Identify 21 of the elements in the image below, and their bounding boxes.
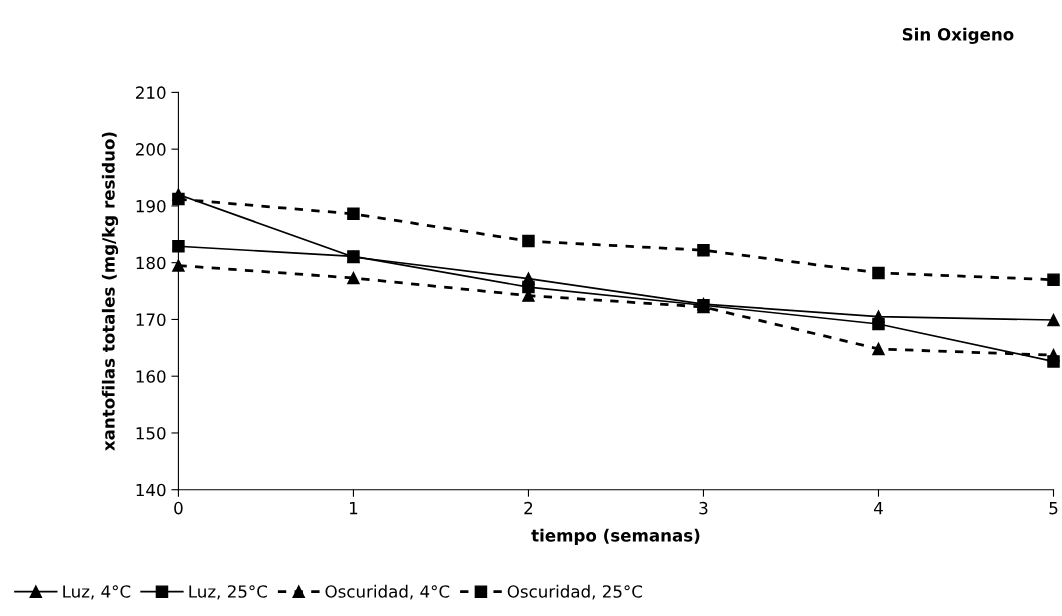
- y-tick-label: 140: [136, 483, 166, 497]
- x-tick-label: 4: [874, 502, 883, 515]
- x-tick-label: 0: [174, 501, 183, 515]
- y-tick-label: 150: [136, 426, 166, 440]
- x-tick-label: 3: [699, 501, 708, 515]
- x-axis-title: tiempo (semanas): [531, 528, 700, 545]
- x-tick-label: 5: [1049, 502, 1058, 515]
- y-tick-label: 170: [136, 313, 166, 327]
- y-tick-label: 210: [136, 86, 166, 99]
- x-tick-label: 1: [349, 502, 358, 515]
- legend-label: Luz, 4°C: [63, 585, 131, 600]
- x-tick-label: 2: [524, 501, 533, 515]
- legend-label: Oscuridad, 25°C: [507, 584, 643, 600]
- y-tick-label: 200: [136, 143, 166, 156]
- legend-label: Oscuridad, 4°C: [325, 584, 450, 600]
- y-tick-label: 180: [136, 256, 166, 270]
- y-axis-title: xantofilas totales (mg/kg residuo): [101, 132, 119, 451]
- legend-label: Luz, 25°C: [189, 585, 267, 600]
- chart-title: Sin Oxigeno: [902, 27, 1014, 44]
- y-tick-label: 190: [136, 199, 166, 213]
- y-tick-label: 160: [136, 370, 166, 383]
